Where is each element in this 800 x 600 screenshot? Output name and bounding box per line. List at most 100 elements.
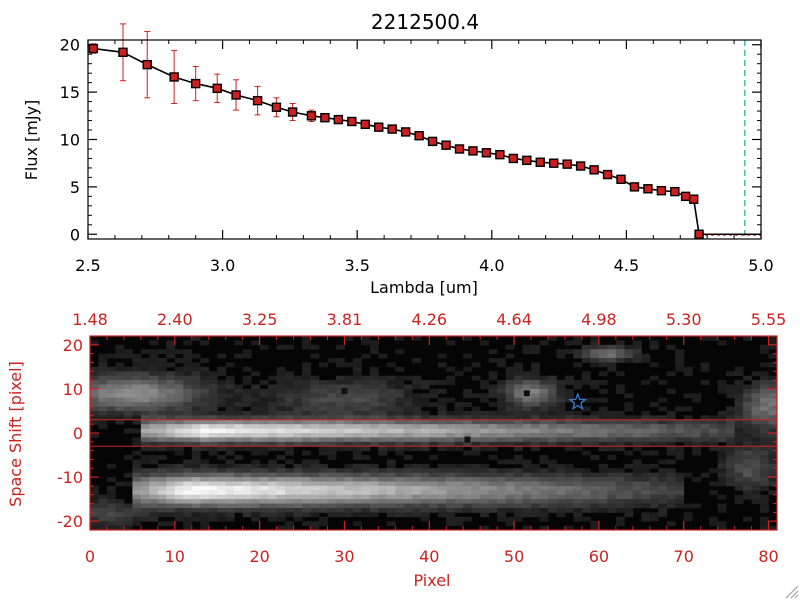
image-pixel [234,397,244,403]
image-pixel [90,371,99,377]
image-pixel [310,437,320,443]
image-pixel [327,490,337,496]
image-pixel [412,499,422,504]
image-pixel [234,485,244,491]
image-pixel [463,499,473,504]
image-pixel [497,441,506,447]
image-pixel [412,406,422,412]
image-pixel [285,402,294,407]
data-point [616,174,626,185]
image-pixel [259,477,269,482]
image-pixel [386,433,396,438]
image-pixel [454,507,464,513]
image-pixel [149,455,159,460]
image-pixel [395,437,405,443]
image-pixel [293,397,303,403]
image-pixel [683,366,693,372]
image-pixel [717,433,727,438]
image-pixel [497,437,506,443]
image-pixel [581,494,591,500]
image-pixel [378,494,388,500]
image-pixel [675,349,685,355]
image-pixel [344,380,354,385]
image-pixel [191,507,201,513]
image-pixel [480,472,490,478]
image-pixel [285,472,294,478]
image-pixel [641,468,651,474]
image-pixel [505,415,515,421]
image-pixel [174,358,184,363]
image-pixel [590,499,600,504]
image-pixel [463,503,473,509]
image-pixel [454,410,464,416]
image-pixel [760,375,769,381]
image-pixel [717,450,727,456]
image-pixel [590,428,600,434]
image-pixel [191,503,201,509]
image-pixel [607,446,617,452]
image-pixel [573,353,583,359]
image-pixel [208,507,218,513]
data-point [271,102,282,112]
image-pixel [505,410,515,416]
y-tick-label: 0 [70,225,80,244]
resize-grip-icon[interactable] [785,585,799,599]
image-pixel [106,512,116,518]
image-pixel [225,499,235,504]
image-pixel [420,393,430,399]
image-pixel [225,503,235,509]
image-pixel [743,463,752,469]
image-pixel [369,485,379,491]
image-pixel [191,393,201,399]
image-pixel [539,485,549,491]
image-pixel [683,415,693,421]
image-pixel [386,397,396,403]
image-pixel [293,516,303,522]
image-pixel [454,490,464,496]
image-pixel [310,410,320,416]
image-pixel [352,415,362,421]
image-pixel [658,507,668,513]
image-pixel [183,410,193,416]
image-pixel [488,455,498,460]
image-pixel [403,388,413,394]
image-pixel [174,490,184,496]
image-pixel [90,406,99,412]
image-pixel [760,402,769,407]
image-pixel [403,503,413,509]
image-pixel [361,472,371,478]
image-pixel [378,503,388,509]
image-pixel [140,419,150,425]
image-pixel [242,512,252,518]
image-pixel [352,410,362,416]
image-pixel [573,472,583,478]
image-pixel [352,419,362,425]
image-pixel [191,481,201,487]
image-pixel [412,410,422,416]
image-pixel [310,525,320,531]
image-pixel [463,507,473,513]
image-pixel [183,415,193,421]
image-pixel [361,463,371,469]
image-pixel [123,503,133,509]
image-pixel [132,472,142,478]
image-pixel [361,406,371,412]
image-pixel [352,485,362,491]
image-pixel [717,477,727,482]
image-pixel [276,468,286,474]
image-pixel [548,428,557,434]
image-pixel [200,419,210,425]
image-pixel [259,344,269,350]
image-pixel [327,441,337,447]
image-pixel [251,441,261,447]
image-pixel [412,468,422,474]
image-pixel [760,463,769,469]
image-pixel [505,481,515,487]
image-pixel [760,450,769,456]
image-pixel [132,366,142,372]
image-pixel [497,477,506,482]
image-pixel [132,384,142,390]
image-pixel [598,441,608,447]
image-pixel [649,490,659,496]
image-pixel [259,410,269,416]
